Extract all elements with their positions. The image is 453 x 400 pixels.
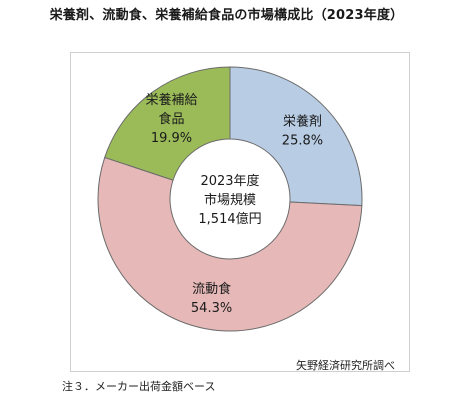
center-label-line-2: 1,514億円 [198, 211, 261, 227]
chart-title: 栄養剤、流動食、栄養補給食品の市場構成比（2023年度） [49, 8, 404, 23]
center-label-line-0: 2023年度 [200, 173, 259, 189]
source-note: 矢野経済研究所調べ [296, 359, 395, 372]
slice-1 [97, 156, 363, 332]
slice-value-label-0: 25.8% [282, 134, 323, 149]
slice-value-label-1: 54.3% [191, 301, 232, 316]
slice-category-label-2: 栄養補給 [145, 92, 197, 108]
slice-category-label-0: 栄養剤 [283, 114, 322, 130]
center-label-line-1: 市場規模 [204, 192, 256, 208]
slice-category-label-1: 流動食 [192, 281, 231, 297]
slice-value-label-2: 19.9% [151, 131, 192, 146]
slice-2 [104, 66, 231, 181]
footnote: 注３．メーカー出荷金額ベース [62, 380, 216, 393]
slice-0 [229, 66, 363, 207]
slice-category-label-2: 食品 [158, 111, 184, 127]
